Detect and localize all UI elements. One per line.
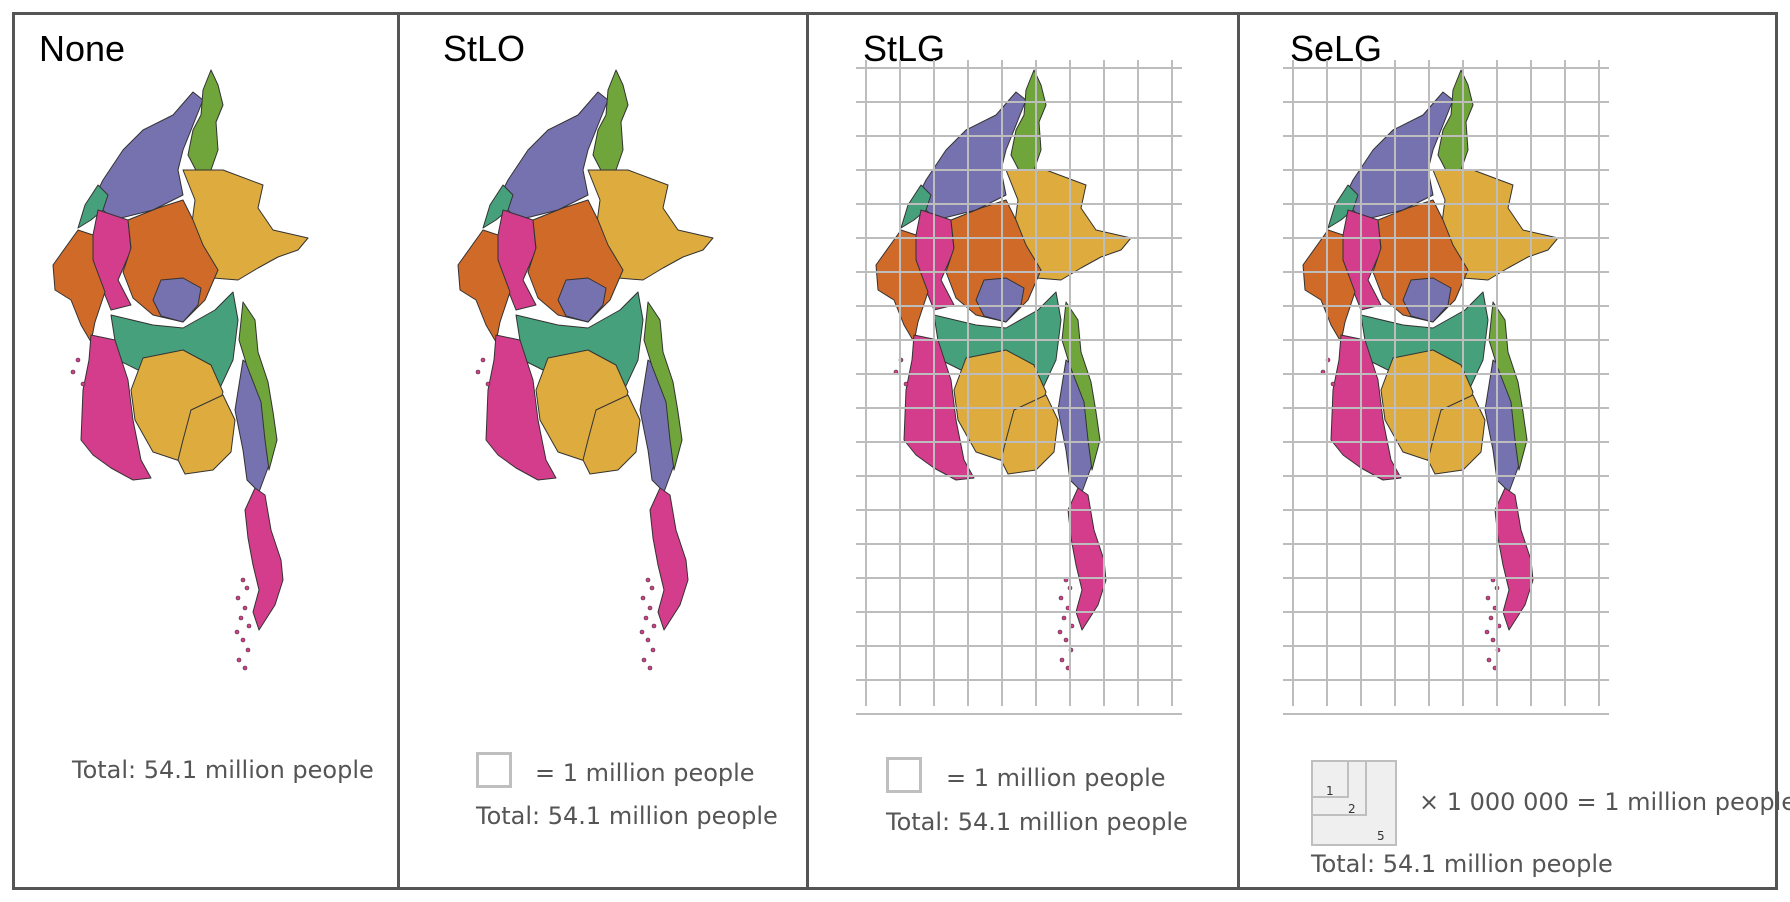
- island-mark: [1059, 657, 1065, 663]
- island-mark: [1058, 595, 1064, 601]
- total-population-label: Total: 54.1 million people: [476, 802, 778, 830]
- island-mark: [485, 381, 491, 387]
- panel-title: StLG: [863, 28, 946, 69]
- region-magenta-south: [244, 487, 284, 631]
- island-mark: [75, 357, 81, 363]
- island-mark: [238, 615, 244, 621]
- island-mark: [641, 657, 647, 663]
- island-mark: [70, 369, 76, 375]
- legend-label: × 1 000 000 = 1 million people: [1419, 788, 1790, 816]
- region-magenta-southwest: [80, 334, 152, 481]
- panel-title: SeLG: [1290, 28, 1383, 69]
- region-green-southeast: [238, 301, 278, 471]
- region-gold-southeast: [582, 394, 641, 475]
- island-mark: [1484, 629, 1490, 635]
- island-mark: [651, 623, 657, 629]
- panel-none: None Total: 54.1 million people: [12, 12, 400, 890]
- region-teal-northwest: [482, 184, 514, 229]
- island-mark: [643, 615, 649, 621]
- cartogram-map: [52, 69, 309, 671]
- legend-label: = 1 million people: [946, 764, 1166, 792]
- island-mark: [650, 647, 656, 653]
- island-mark: [1057, 629, 1063, 635]
- island-mark: [236, 657, 242, 663]
- island-mark: [480, 357, 486, 363]
- panel-stlg: StLG = 1 million people Total: 54.1 mill…: [809, 12, 1240, 890]
- panel-title: None: [39, 28, 126, 69]
- island-mark: [240, 637, 246, 643]
- island-mark: [639, 629, 645, 635]
- region-purple-center: [152, 277, 202, 323]
- total-population-label: Total: 54.1 million people: [1311, 850, 1613, 878]
- island-mark: [242, 605, 248, 611]
- cartogram-map: [457, 69, 714, 671]
- nested-label-2: 2: [1348, 802, 1356, 816]
- island-mark: [234, 629, 240, 635]
- cartogram-map: [875, 69, 1132, 671]
- nested-square-legend-1: [1311, 760, 1349, 798]
- island-mark: [240, 577, 246, 583]
- region-purple-center: [557, 277, 607, 323]
- panel-selg: SeLG 1 2 5 × 1 000 000 = 1 million peopl…: [1240, 12, 1790, 890]
- island-mark: [1061, 615, 1067, 621]
- region-green-southeast: [1488, 301, 1528, 471]
- island-mark: [645, 637, 651, 643]
- region-gold-southeast: [177, 394, 236, 475]
- unit-square-legend: [886, 757, 922, 793]
- island-mark: [242, 665, 248, 671]
- island-mark: [647, 665, 653, 671]
- nested-label-1: 1: [1326, 784, 1334, 798]
- legend-grid: [1283, 60, 1609, 715]
- region-green-southeast: [1061, 301, 1101, 471]
- island-mark: [235, 595, 241, 601]
- total-population-label: Total: 54.1 million people: [72, 756, 374, 784]
- panel-title: StLO: [443, 28, 526, 69]
- island-mark: [1330, 381, 1336, 387]
- island-mark: [1488, 615, 1494, 621]
- island-mark: [647, 605, 653, 611]
- island-mark: [475, 369, 481, 375]
- island-mark: [244, 585, 250, 591]
- legend-grid: [856, 60, 1182, 715]
- island-mark: [246, 623, 252, 629]
- island-mark: [1485, 595, 1491, 601]
- region-magenta-south: [649, 487, 689, 631]
- region-purple-center: [1402, 277, 1452, 323]
- region-teal-northwest: [77, 184, 109, 229]
- island-mark: [80, 381, 86, 387]
- island-mark: [640, 595, 646, 601]
- region-green-southeast: [643, 301, 683, 471]
- legend-label: = 1 million people: [535, 759, 755, 787]
- island-mark: [1490, 637, 1496, 643]
- region-magenta-southwest: [485, 334, 557, 481]
- region-purple-center: [975, 277, 1025, 323]
- total-population-label: Total: 54.1 million people: [886, 808, 1188, 836]
- nested-label-5: 5: [1377, 829, 1385, 843]
- unit-square-legend: [476, 752, 512, 788]
- island-mark: [1486, 657, 1492, 663]
- island-mark: [903, 381, 909, 387]
- island-mark: [245, 647, 251, 653]
- island-mark: [645, 577, 651, 583]
- island-mark: [649, 585, 655, 591]
- region-purple-north: [497, 91, 609, 221]
- panel-stlo: StLO = 1 million people Total: 54.1 mill…: [400, 12, 809, 890]
- region-purple-north: [92, 91, 204, 221]
- island-mark: [1063, 637, 1069, 643]
